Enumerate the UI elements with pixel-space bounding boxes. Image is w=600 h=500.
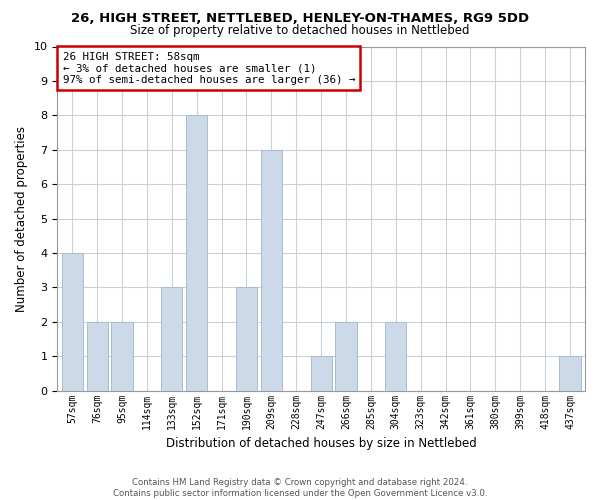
Bar: [161, 288, 182, 391]
Bar: [236, 288, 257, 391]
Bar: [86, 322, 107, 390]
Bar: [112, 322, 133, 390]
Bar: [261, 150, 282, 390]
Bar: [335, 322, 356, 390]
Bar: [559, 356, 581, 390]
Text: 26 HIGH STREET: 58sqm
← 3% of detached houses are smaller (1)
97% of semi-detach: 26 HIGH STREET: 58sqm ← 3% of detached h…: [62, 52, 355, 85]
Text: Contains HM Land Registry data © Crown copyright and database right 2024.
Contai: Contains HM Land Registry data © Crown c…: [113, 478, 487, 498]
Bar: [311, 356, 332, 390]
X-axis label: Distribution of detached houses by size in Nettlebed: Distribution of detached houses by size …: [166, 437, 476, 450]
Text: 26, HIGH STREET, NETTLEBED, HENLEY-ON-THAMES, RG9 5DD: 26, HIGH STREET, NETTLEBED, HENLEY-ON-TH…: [71, 12, 529, 26]
Text: Size of property relative to detached houses in Nettlebed: Size of property relative to detached ho…: [130, 24, 470, 37]
Bar: [186, 116, 207, 390]
Bar: [385, 322, 406, 390]
Bar: [62, 253, 83, 390]
Y-axis label: Number of detached properties: Number of detached properties: [15, 126, 28, 312]
